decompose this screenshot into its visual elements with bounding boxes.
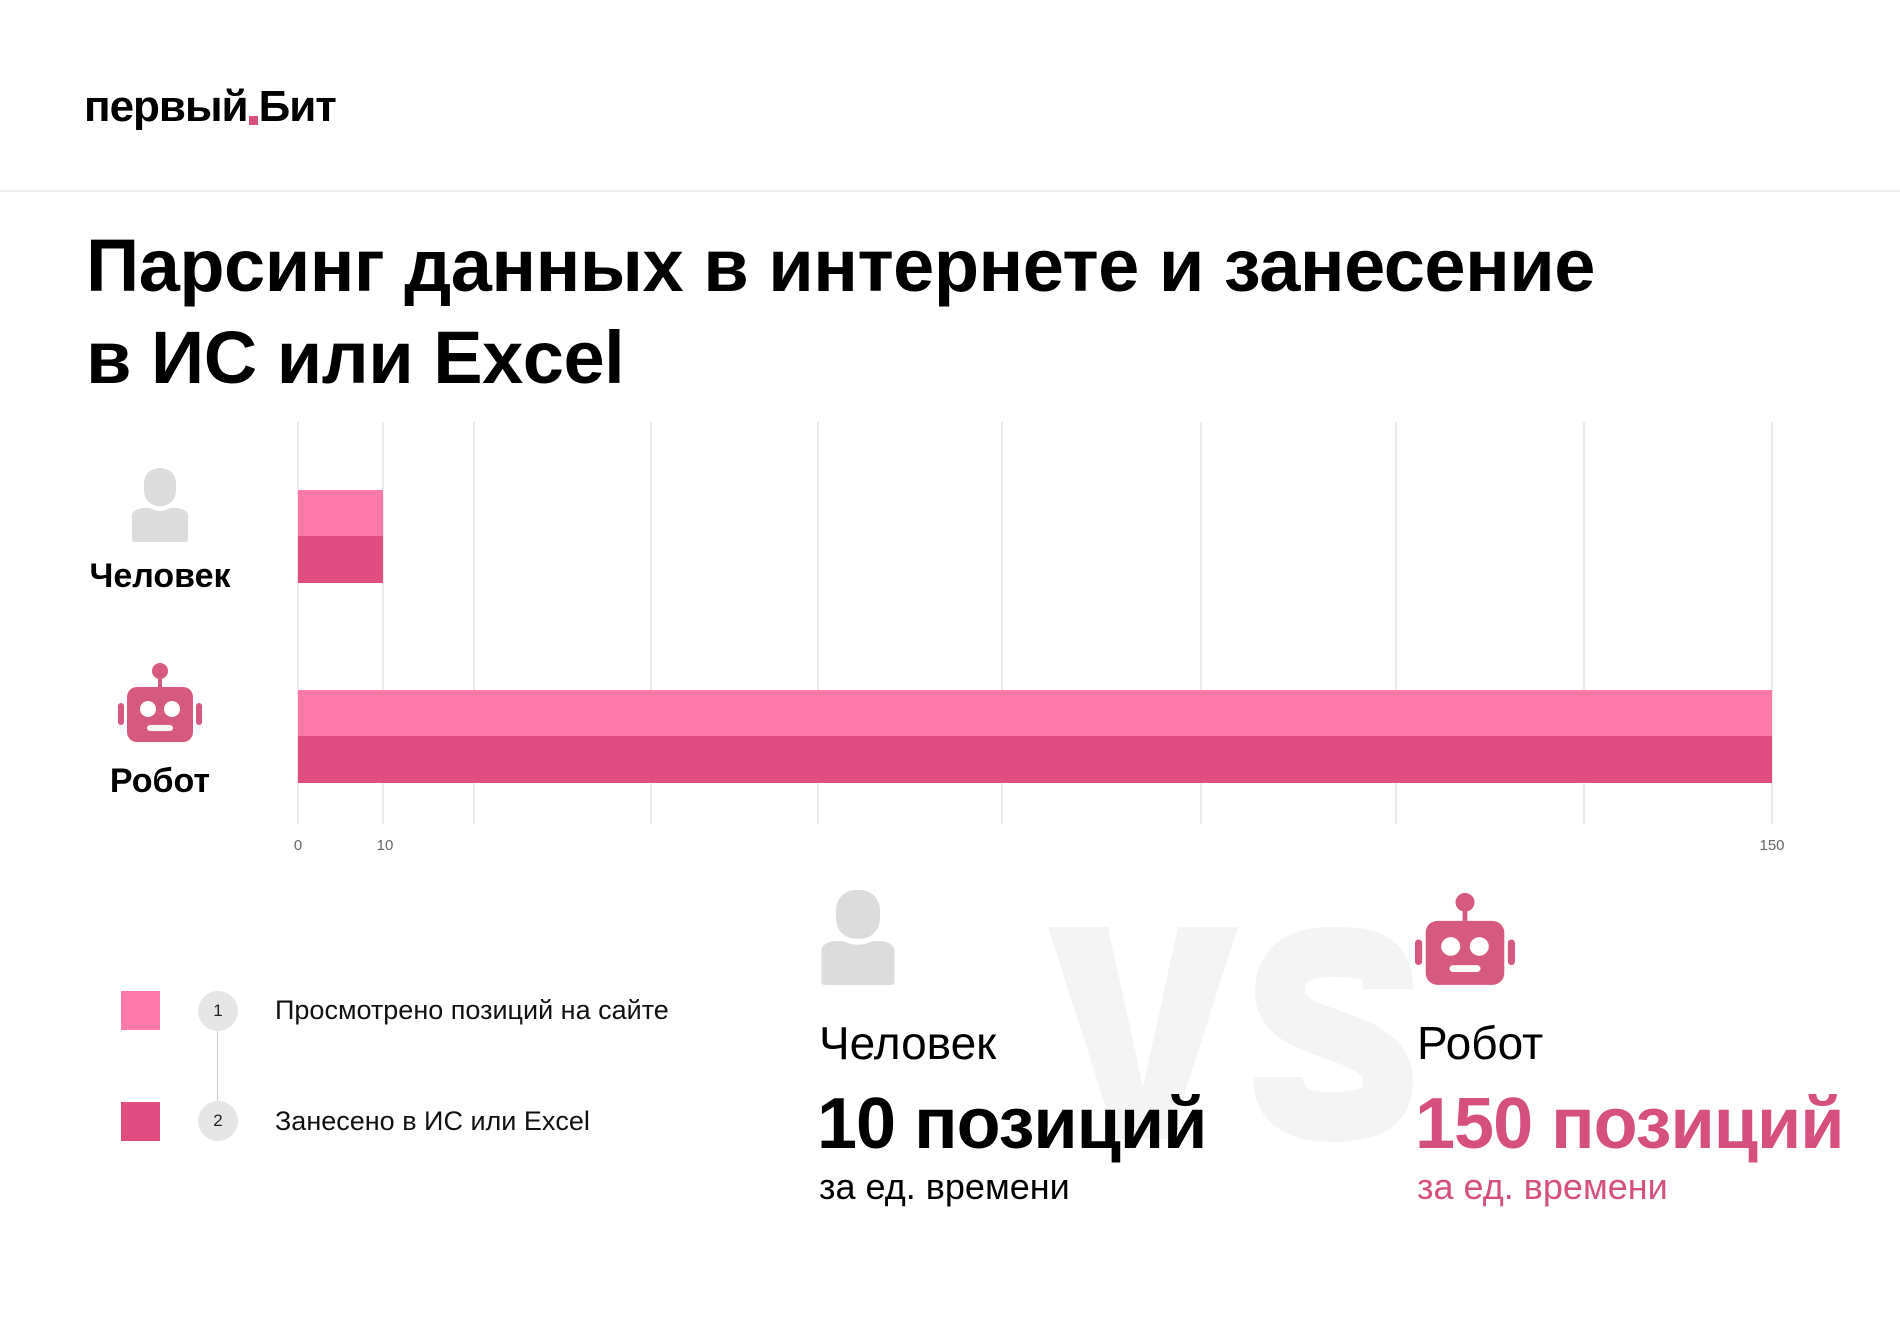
x-tick-label: 10 xyxy=(377,837,394,854)
robot-sub: за ед. времени xyxy=(1417,1166,1668,1207)
title-line-1: Парсинг данных в интернете и занесение xyxy=(86,224,1595,307)
header-divider xyxy=(0,190,1900,192)
legend-label-entered: Занесено в ИС или Excel xyxy=(275,1106,590,1136)
vs-watermark xyxy=(1048,927,1414,1142)
bar-viewed-human xyxy=(298,490,383,536)
robot-value: 150 позиций xyxy=(1415,1084,1844,1164)
row-label-robot: Робот xyxy=(109,762,211,800)
person-icon xyxy=(821,890,895,985)
legend-label-viewed: Просмотрено позиций на сайте xyxy=(275,995,669,1025)
x-tick-label: 150 xyxy=(1759,837,1784,854)
bar-entered-human xyxy=(298,536,383,583)
bar-viewed-robot xyxy=(298,690,1772,736)
title-line-2: в ИС или Excel xyxy=(86,316,625,399)
x-tick-label: 0 xyxy=(294,837,302,854)
row-label-human: Человек xyxy=(89,557,231,595)
robot-icon xyxy=(118,663,202,742)
bar-entered-robot xyxy=(298,736,1772,783)
logo-dot xyxy=(248,116,258,125)
legend-swatch-viewed xyxy=(121,991,160,1030)
logo-text-left: первый xyxy=(84,82,249,131)
legend-step-2: 2 xyxy=(198,1101,238,1141)
logo: первый Бит xyxy=(84,82,337,132)
human-sub: за ед. времени xyxy=(819,1166,1070,1207)
robot-name: Робот xyxy=(1417,1017,1544,1069)
human-value: 10 позиций xyxy=(817,1084,1207,1164)
bar-chart: 0 10 150 xyxy=(294,422,1785,854)
page-title: Парсинг данных в интернете и занесение в… xyxy=(86,220,1595,404)
person-icon xyxy=(132,468,188,542)
human-name: Человек xyxy=(819,1017,997,1069)
logo-text-right: Бит xyxy=(258,82,337,131)
legend-connector xyxy=(217,1031,218,1101)
robot-icon xyxy=(1415,893,1515,985)
legend-step-1: 1 xyxy=(198,991,238,1031)
legend-swatch-entered xyxy=(121,1102,160,1141)
